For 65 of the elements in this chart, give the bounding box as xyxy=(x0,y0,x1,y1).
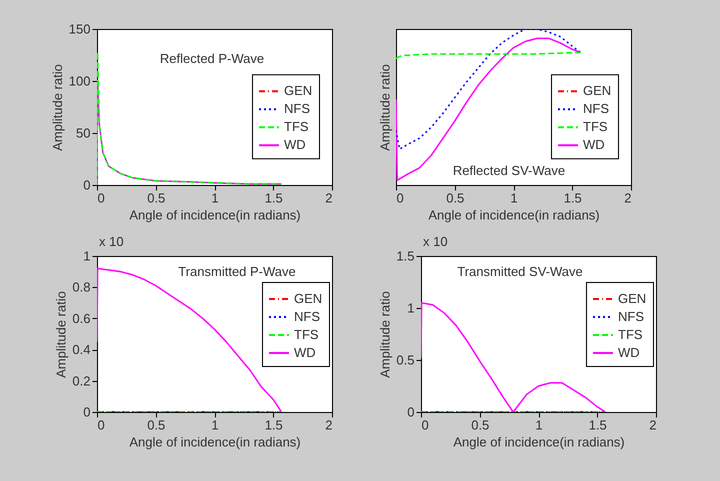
legend-label: GEN xyxy=(618,291,646,306)
y-tick-label: 1 xyxy=(407,300,414,316)
legend-label: GEN xyxy=(583,83,612,98)
x-tick-label: 0.5 xyxy=(446,190,464,206)
x-axis-title: Angle of incidence(in radians) xyxy=(428,208,600,222)
x-tick-label: 2 xyxy=(325,190,332,206)
annotation: Transmitted P-Wave xyxy=(178,264,296,279)
y-tick-label: 0 xyxy=(407,404,414,420)
y-tick-label: 0.6 xyxy=(72,310,90,326)
y-tick-label: 0 xyxy=(83,404,90,420)
legend-label: WD xyxy=(583,137,605,152)
annotation: Transmitted SV-Wave xyxy=(457,264,583,279)
legend-label: WD xyxy=(294,345,316,360)
y-tick-label: 0.2 xyxy=(72,373,90,388)
x-tick-label: 0 xyxy=(98,190,105,206)
legend-label: WD xyxy=(284,137,306,152)
y-axis-title: Amplitude ratio xyxy=(378,64,392,151)
legend-label: NFS xyxy=(618,309,644,324)
y-tick-label: 150 xyxy=(68,22,90,36)
legend-label: TFS xyxy=(618,327,643,342)
x-tick-label: 0.5 xyxy=(147,190,166,206)
x-tick-label: 0 xyxy=(422,418,429,432)
x-axis-title: Angle of incidence(in radians) xyxy=(453,434,625,450)
x-axis-title: Angle of incidence(in radians) xyxy=(129,434,301,450)
x-tick-label: 2 xyxy=(624,190,632,206)
text: x 10 xyxy=(423,234,448,249)
legend-label: GEN xyxy=(294,291,322,306)
x-tick-label: 0.5 xyxy=(471,418,490,432)
annotation: Reflected P-Wave xyxy=(160,51,264,66)
y-tick-label: 100 xyxy=(68,74,90,88)
x-tick-label: 2 xyxy=(325,418,332,432)
legend-label: NFS xyxy=(583,101,610,116)
annotation: Reflected SV-Wave xyxy=(452,163,566,178)
y-tick-label: 1 xyxy=(83,248,90,264)
legend-label: TFS xyxy=(294,327,319,342)
y-axis-title: Amplitude ratio xyxy=(53,291,68,378)
y-axis-title: Amplitude ratio xyxy=(377,291,392,378)
x-tick-label: 1 xyxy=(211,190,219,206)
x-tick-label: 1.5 xyxy=(264,418,283,432)
x-tick-label: 1.5 xyxy=(588,418,607,432)
y-tick-label: 1.5 xyxy=(396,248,414,264)
y-tick-label: 0.8 xyxy=(72,280,90,295)
y-tick-label: 0 xyxy=(83,178,90,192)
x-tick-label: 2 xyxy=(649,418,656,432)
y-tick-label: 50 xyxy=(76,126,90,140)
y-tick-label: 0.4 xyxy=(72,342,90,358)
line-series xyxy=(97,51,282,185)
x-tick-label: 1.5 xyxy=(264,190,283,206)
text: x 10 xyxy=(99,234,124,249)
x-tick-label: 1.5 xyxy=(564,190,582,206)
line-series xyxy=(421,302,606,412)
x-tick-label: 1 xyxy=(535,418,543,432)
legend-label: NFS xyxy=(294,309,320,324)
y-axis-title: Amplitude ratio xyxy=(50,64,65,151)
legend-label: TFS xyxy=(583,119,608,134)
x-tick-label: 1 xyxy=(211,418,219,432)
legend-label: WD xyxy=(618,345,640,360)
x-tick-label: 1 xyxy=(510,190,518,206)
x-tick-label: 0 xyxy=(98,418,105,432)
legend-label: NFS xyxy=(284,101,310,116)
x-tick-label: 0.5 xyxy=(147,418,166,432)
y-tick-label: 0.5 xyxy=(396,352,414,368)
legend-label: GEN xyxy=(284,83,312,98)
legend-label: TFS xyxy=(284,119,309,134)
x-axis-title: Angle of incidence(in radians) xyxy=(129,208,301,222)
